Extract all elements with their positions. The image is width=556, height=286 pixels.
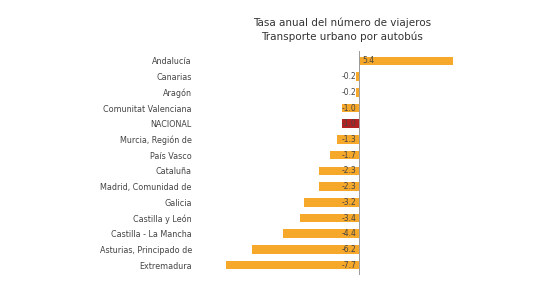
Text: -7.7: -7.7 xyxy=(342,261,357,270)
Text: -1.0: -1.0 xyxy=(342,119,357,128)
Bar xyxy=(330,151,359,160)
Text: -3.2: -3.2 xyxy=(342,198,357,207)
Bar xyxy=(304,198,359,206)
Text: -6.2: -6.2 xyxy=(342,245,357,254)
Bar xyxy=(356,88,359,97)
Bar xyxy=(252,245,359,254)
Bar xyxy=(342,120,359,128)
Bar xyxy=(283,229,359,238)
Text: -3.4: -3.4 xyxy=(342,214,357,223)
Bar xyxy=(319,166,359,175)
Bar xyxy=(342,104,359,112)
Bar xyxy=(319,182,359,191)
Text: 5.4: 5.4 xyxy=(362,56,374,65)
Bar xyxy=(356,72,359,81)
Text: -1.3: -1.3 xyxy=(342,135,357,144)
Bar xyxy=(226,261,359,269)
Text: -1.0: -1.0 xyxy=(342,104,357,112)
Text: -1.7: -1.7 xyxy=(342,151,357,160)
Text: -2.3: -2.3 xyxy=(342,182,357,191)
Bar xyxy=(359,57,453,65)
Text: -2.3: -2.3 xyxy=(342,166,357,175)
Text: -4.4: -4.4 xyxy=(342,229,357,238)
Bar xyxy=(300,214,359,222)
Text: -0.2: -0.2 xyxy=(342,88,357,97)
Bar xyxy=(337,135,359,144)
Text: -0.2: -0.2 xyxy=(342,72,357,81)
Title: Tasa anual del número de viajeros
Transporte urbano por autobús: Tasa anual del número de viajeros Transp… xyxy=(253,18,431,42)
